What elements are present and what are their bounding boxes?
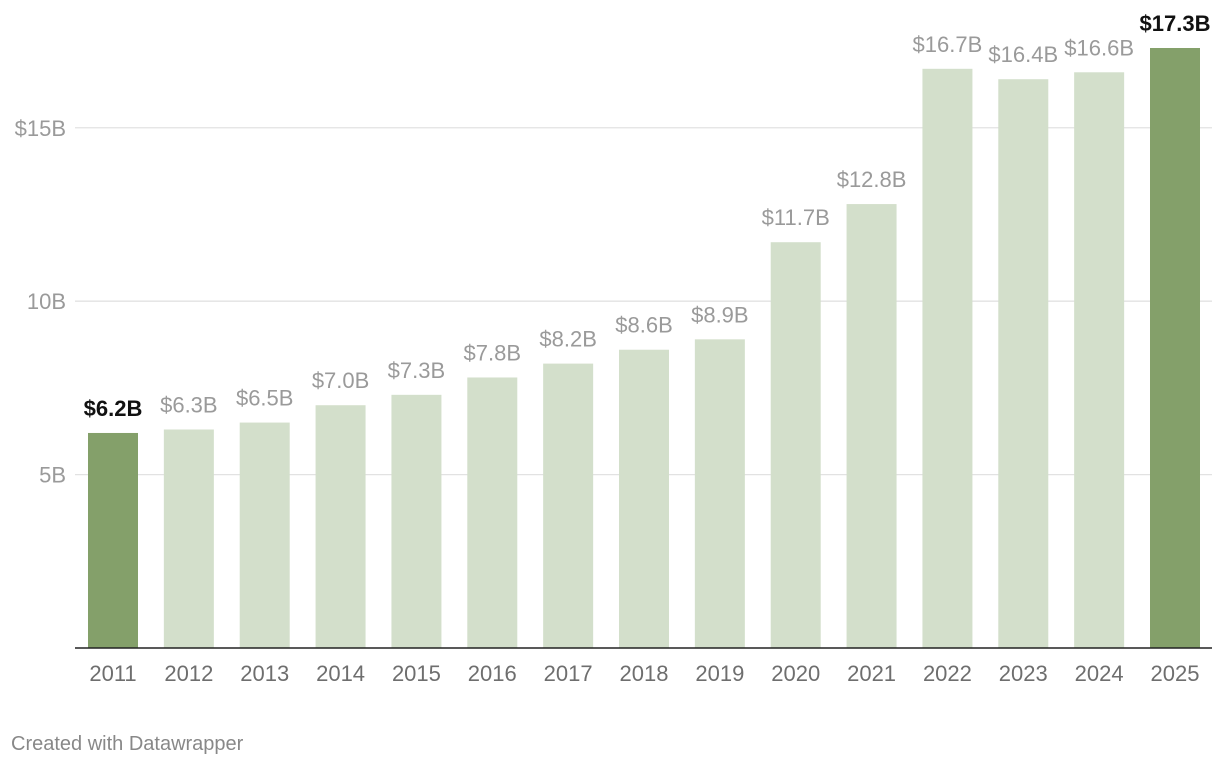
- value-label-2016: $7.8B: [464, 340, 522, 365]
- bar-2017: [543, 363, 594, 648]
- footer-credit: Created with Datawrapper: [11, 733, 244, 755]
- y-tick-label: $15B: [15, 116, 66, 141]
- bar-2021: [846, 204, 897, 648]
- x-tick-label-2023: 2023: [999, 661, 1048, 686]
- x-axis-ticks: 2011 2012 2013 2014 2015 2016 2017 2018 2019 2020…: [89, 661, 1199, 686]
- value-label-2012: $6.3B: [160, 393, 218, 418]
- value-label-2024: $16.6B: [1064, 35, 1134, 60]
- value-label-2021: $12.8B: [837, 167, 907, 192]
- value-label-2025: $17.3B: [1140, 11, 1211, 36]
- y-axis-ticks: 5B 10B $15B: [15, 116, 66, 488]
- x-tick-label-2011: 2011: [89, 661, 136, 686]
- value-label-2011: $6.2B: [84, 396, 143, 421]
- x-tick-label-2022: 2022: [923, 661, 972, 686]
- bar-2025: [1150, 48, 1200, 648]
- bar-2023: [998, 79, 1049, 649]
- x-tick-label-2018: 2018: [620, 661, 669, 686]
- value-label-2015: $7.3B: [388, 358, 446, 383]
- value-labels: $6.2B $6.3B $6.5B $7.0B $7.3B $7.8B $8.2B $8.6B…: [84, 11, 1211, 421]
- bar-2019: [694, 339, 745, 648]
- bar-2011: [88, 432, 138, 648]
- bar-2014: [315, 405, 366, 648]
- x-tick-label-2015: 2015: [392, 661, 441, 686]
- value-label-2023: $16.4B: [988, 42, 1058, 67]
- value-label-2018: $8.6B: [615, 313, 673, 338]
- value-label-2022: $16.7B: [913, 32, 983, 57]
- bar-2020: [770, 242, 821, 648]
- bar-2022: [922, 68, 973, 648]
- x-tick-label-2020: 2020: [771, 661, 820, 686]
- bar-2018: [619, 349, 669, 648]
- x-tick-label-2025: 2025: [1151, 661, 1200, 686]
- x-tick-label-2013: 2013: [240, 661, 289, 686]
- bar-2024: [1074, 72, 1125, 648]
- bar-2013: [239, 422, 290, 648]
- value-label-2013: $6.5B: [236, 386, 294, 411]
- x-tick-label-2012: 2012: [164, 661, 213, 686]
- bars: [88, 48, 1200, 649]
- x-tick-label-2019: 2019: [695, 661, 744, 686]
- x-tick-label-2021: 2021: [847, 661, 896, 686]
- y-tick-label: 5B: [39, 463, 66, 488]
- value-label-2019: $8.9B: [691, 302, 749, 327]
- x-tick-label-2014: 2014: [316, 661, 365, 686]
- x-tick-label-2016: 2016: [468, 661, 517, 686]
- bar-2015: [391, 394, 442, 648]
- x-tick-label-2024: 2024: [1075, 661, 1124, 686]
- value-label-2014: $7.0B: [312, 368, 370, 393]
- value-label-2020: $11.7B: [762, 205, 830, 230]
- y-tick-label: 10B: [27, 289, 66, 314]
- bar-2016: [467, 377, 518, 648]
- value-label-2017: $8.2B: [539, 327, 597, 352]
- bar-2012: [163, 429, 214, 648]
- x-tick-label-2017: 2017: [544, 661, 593, 686]
